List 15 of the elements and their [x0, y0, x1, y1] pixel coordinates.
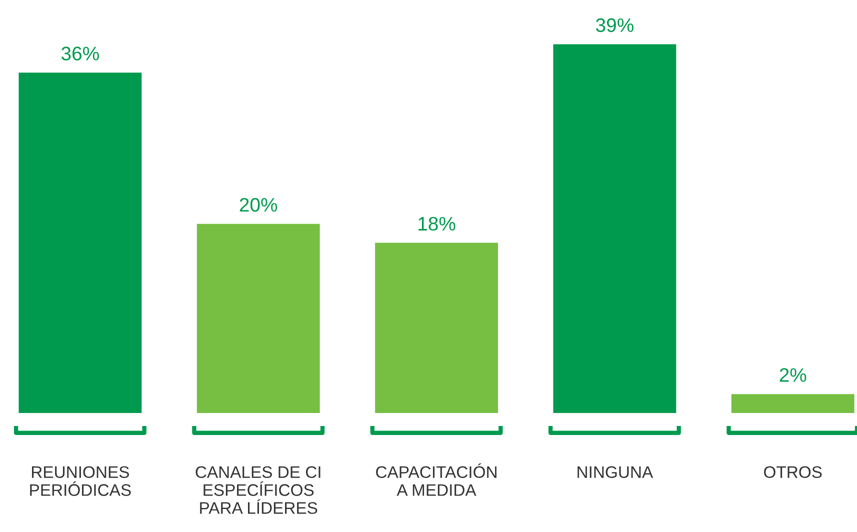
bar — [375, 242, 498, 413]
data-label: 20% — [240, 198, 278, 212]
x-tick-label: NINGUNA — [578, 466, 654, 478]
x-tick-label: REUNIONES PERIÓDICAS — [30, 466, 131, 496]
bar — [18, 72, 142, 413]
data-label: 36% — [61, 46, 99, 60]
data-label: 39% — [596, 18, 634, 32]
data-label: 2% — [780, 368, 806, 382]
x-tick-label: CAPACITACIÓN A MEDIDA — [376, 463, 496, 496]
bar — [731, 394, 854, 413]
bar — [553, 44, 676, 413]
x-tick-label: OTROS — [764, 466, 822, 478]
bar — [196, 224, 320, 413]
data-label: 18% — [418, 216, 456, 231]
x-tick-label: CANALES DE CI ESPECÍFICOS PARA LÍDERES — [196, 466, 320, 514]
